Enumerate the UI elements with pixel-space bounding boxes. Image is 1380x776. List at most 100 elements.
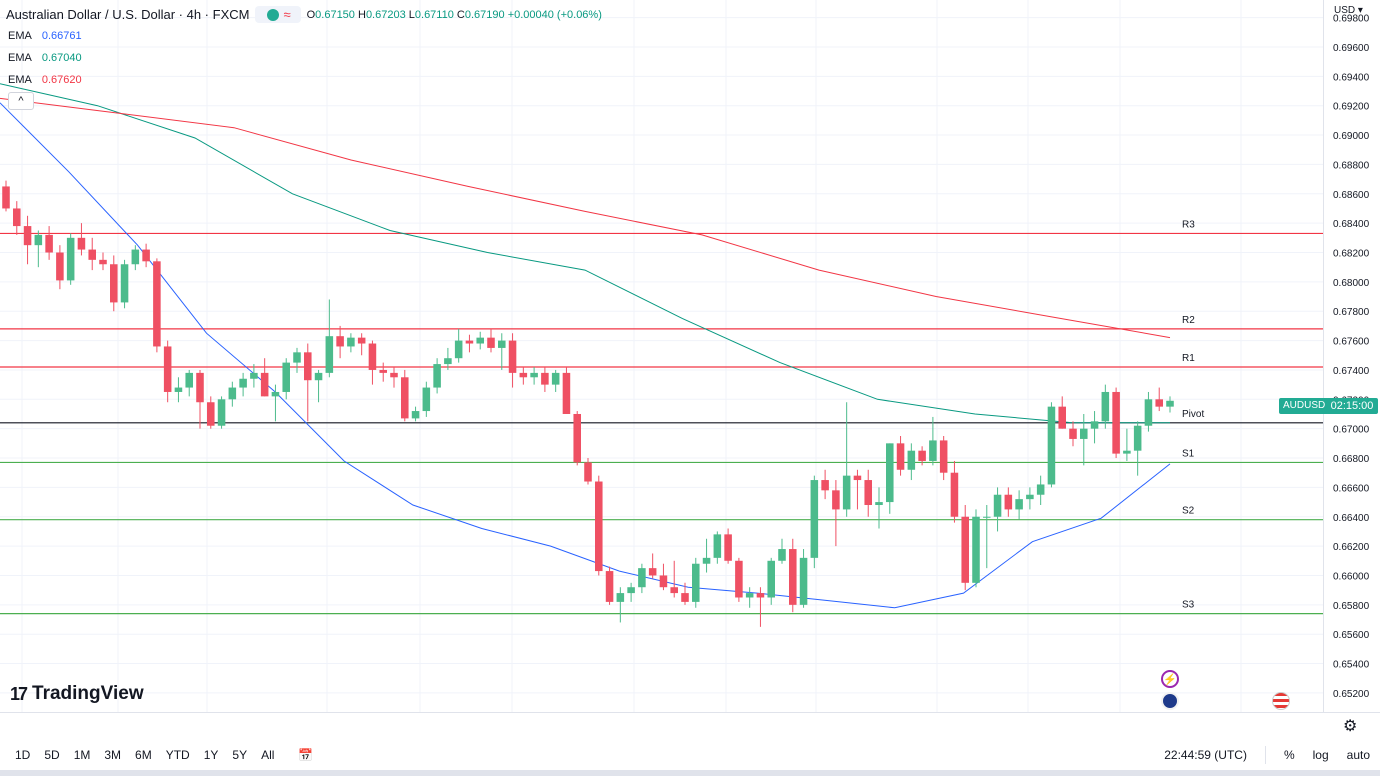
currency-selector[interactable]: USD ▾ — [1334, 5, 1363, 16]
candle-body — [347, 337, 355, 347]
range-all-button[interactable]: All — [261, 748, 275, 762]
range-1y-button[interactable]: 1Y — [203, 748, 219, 762]
ema-legend-2[interactable]: EMA 0.67040 — [8, 52, 82, 64]
candle — [444, 347, 452, 370]
candle-body — [573, 413, 581, 463]
candle-body — [810, 480, 819, 558]
range-3m-button[interactable]: 3M — [104, 748, 122, 762]
clock-readout[interactable]: 22:44:59 (UTC) — [1164, 748, 1247, 762]
candle — [692, 557, 700, 608]
candle — [1069, 421, 1077, 447]
auto-scale-button[interactable]: auto — [1346, 748, 1370, 762]
price-tick-label: 0.69400 — [1333, 72, 1370, 83]
log-scale-button[interactable]: log — [1312, 748, 1329, 762]
candle-body — [562, 372, 571, 414]
candle — [1133, 421, 1142, 476]
candle-body — [907, 450, 916, 470]
candle — [702, 538, 711, 573]
candle — [670, 560, 678, 598]
candle-body — [983, 516, 991, 518]
settings-gear-icon[interactable]: ⚙ — [1343, 718, 1358, 735]
candle-body — [110, 264, 118, 303]
candle — [864, 469, 872, 517]
candle — [379, 362, 387, 382]
candle — [972, 509, 980, 588]
toolbar-divider — [1264, 746, 1266, 764]
candle — [799, 549, 808, 608]
candle-body — [88, 249, 96, 260]
candle — [401, 369, 409, 422]
candle-body — [1090, 421, 1099, 429]
candle — [886, 443, 894, 514]
candle-body — [433, 364, 441, 388]
price-tick-label: 0.69200 — [1333, 102, 1370, 113]
ema-legend-3[interactable]: EMA 0.67620 — [8, 74, 82, 86]
candle-body — [444, 358, 452, 365]
candle-body — [648, 568, 657, 576]
candle — [1004, 487, 1013, 517]
candle — [756, 587, 765, 627]
symbol-title[interactable]: Australian Dollar / U.S. Dollar · 4h · F… — [6, 7, 250, 22]
candle — [810, 475, 819, 569]
goto-date-icon[interactable]: 📅 — [298, 748, 314, 762]
candle-body — [66, 237, 75, 281]
candle — [260, 358, 269, 397]
candle-body — [282, 362, 290, 392]
price-tick-label: 0.69000 — [1333, 131, 1370, 142]
candle-body — [1080, 428, 1088, 439]
candle — [77, 223, 86, 256]
event-us-flag-icon[interactable] — [1272, 692, 1290, 710]
candle-body — [702, 557, 711, 564]
candle-body — [1144, 399, 1153, 426]
ema-label: EMA — [8, 52, 32, 64]
candle — [1015, 490, 1023, 520]
price-tick-label: 0.66800 — [1333, 454, 1370, 465]
ema-legend-1[interactable]: EMA 0.66761 — [8, 30, 82, 42]
time-axis-divider — [0, 712, 1380, 713]
range-5y-button[interactable]: 5Y — [232, 748, 248, 762]
ohlc-values: O0.67150 H0.67203 L0.67110 C0.67190 +0.0… — [306, 8, 602, 21]
event-flash-icon[interactable]: ⚡ — [1161, 670, 1179, 688]
candle-body — [163, 346, 172, 392]
candle — [131, 245, 140, 271]
ema-line — [0, 102, 1171, 609]
candle-body — [207, 402, 215, 426]
candle — [1155, 387, 1163, 412]
candle-body — [1112, 391, 1120, 454]
collapse-legend-button[interactable]: ^ — [8, 92, 34, 110]
candle-body — [756, 593, 765, 598]
candle-body — [896, 443, 905, 470]
status-pill[interactable]: ≈ — [255, 6, 301, 23]
range-1m-button[interactable]: 1M — [73, 748, 91, 762]
candle-body — [508, 340, 517, 373]
ema-value: 0.66761 — [41, 30, 82, 42]
price-tick-label: 0.68800 — [1333, 160, 1370, 171]
candle — [929, 416, 937, 466]
range-ytd-button[interactable]: YTD — [165, 748, 190, 762]
range-5d-button[interactable]: 5D — [44, 748, 60, 762]
candle — [983, 505, 991, 569]
range-6m-button[interactable]: 6M — [135, 748, 152, 762]
range-1d-button[interactable]: 1D — [15, 748, 31, 762]
candle — [1101, 384, 1110, 429]
level-label-s3: S3 — [1182, 600, 1195, 611]
candle-body — [950, 472, 959, 517]
tradingview-logo[interactable]: 17 TradingView — [10, 683, 144, 705]
candle — [2, 180, 10, 212]
candle — [13, 201, 21, 235]
candle — [616, 587, 625, 623]
event-au-flag-icon[interactable] — [1161, 692, 1179, 710]
price-tick-label: 0.65400 — [1333, 660, 1370, 671]
candle — [1123, 428, 1131, 461]
candle — [896, 436, 905, 476]
candle — [541, 367, 549, 392]
candle-body — [1047, 406, 1056, 485]
candle — [174, 377, 183, 403]
candle-body — [875, 502, 883, 506]
price-tick-label: 0.68400 — [1333, 219, 1370, 230]
percent-scale-button[interactable]: % — [1283, 748, 1295, 762]
candle — [939, 436, 948, 481]
ema-label: EMA — [8, 30, 32, 42]
candle — [1058, 396, 1066, 429]
